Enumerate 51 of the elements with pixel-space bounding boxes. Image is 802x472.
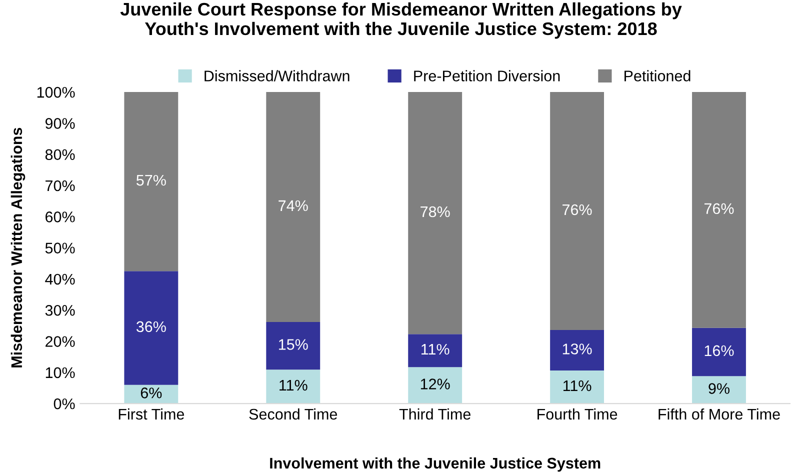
y-tick-label: 0% — [54, 398, 75, 410]
x-axis-title: Involvement with the Juvenile Justice System — [270, 457, 600, 472]
bar — [692, 376, 746, 404]
y-tick-label: 50% — [45, 242, 75, 254]
x-tick-label: Second Time — [249, 408, 338, 420]
y-axis-title: Misdemeanor Written Allegations — [10, 128, 26, 368]
data-label: 11% — [563, 380, 592, 392]
bar — [550, 92, 604, 330]
data-label: 9% — [708, 383, 730, 394]
data-label: 76% — [704, 203, 734, 214]
data-label: 76% — [562, 204, 592, 216]
bar — [408, 92, 462, 334]
bar — [692, 328, 746, 376]
chart-title: Juvenile Court Response for Misdemeanor Written Allegations by Youth's Involvement with the Juvenile Justice System: 2018 — [120, 2, 682, 39]
data-label: 36% — [136, 321, 166, 332]
x-tick-label: Fourth Time — [538, 408, 618, 420]
data-label: 11% — [422, 344, 450, 355]
data-label: 15% — [279, 339, 308, 350]
bar — [550, 330, 604, 371]
y-tick-label: 80% — [45, 149, 75, 160]
x-tick-label: First Time — [118, 408, 184, 420]
y-tick-label: 30% — [45, 304, 75, 316]
bar — [692, 92, 746, 328]
data-label: 13% — [562, 344, 592, 354]
y-tick-label: 100% — [37, 86, 75, 98]
data-label: 16% — [704, 345, 734, 356]
bar — [408, 367, 462, 404]
data-label: 11% — [280, 380, 308, 391]
bar — [124, 271, 178, 385]
x-tick-label: Third Time — [399, 408, 470, 420]
bar — [408, 334, 462, 368]
legend-label: Dismissed/Withdrawn — [204, 70, 350, 82]
data-label: 6% — [140, 387, 162, 398]
data-label: 12% — [420, 378, 450, 390]
y-tick-label: 60% — [46, 212, 75, 222]
data-label: 78% — [420, 206, 450, 218]
bar — [266, 92, 320, 322]
data-label: 57% — [136, 174, 166, 186]
legend-label: Petitioned — [624, 70, 690, 82]
y-tick-label: 90% — [45, 118, 75, 129]
bar — [550, 370, 604, 404]
y-tick-label: 10% — [46, 367, 75, 378]
legend-label: Pre-Petition Diversion — [414, 70, 560, 82]
x-tick-label: Fifth of More Time — [658, 408, 780, 420]
data-label: 74% — [278, 200, 308, 212]
y-tick-label: 40% — [45, 274, 75, 285]
y-tick-label: 70% — [46, 180, 75, 192]
bar — [266, 370, 320, 404]
bar — [124, 92, 178, 272]
bar — [266, 322, 320, 370]
y-tick-label: 20% — [46, 336, 75, 347]
